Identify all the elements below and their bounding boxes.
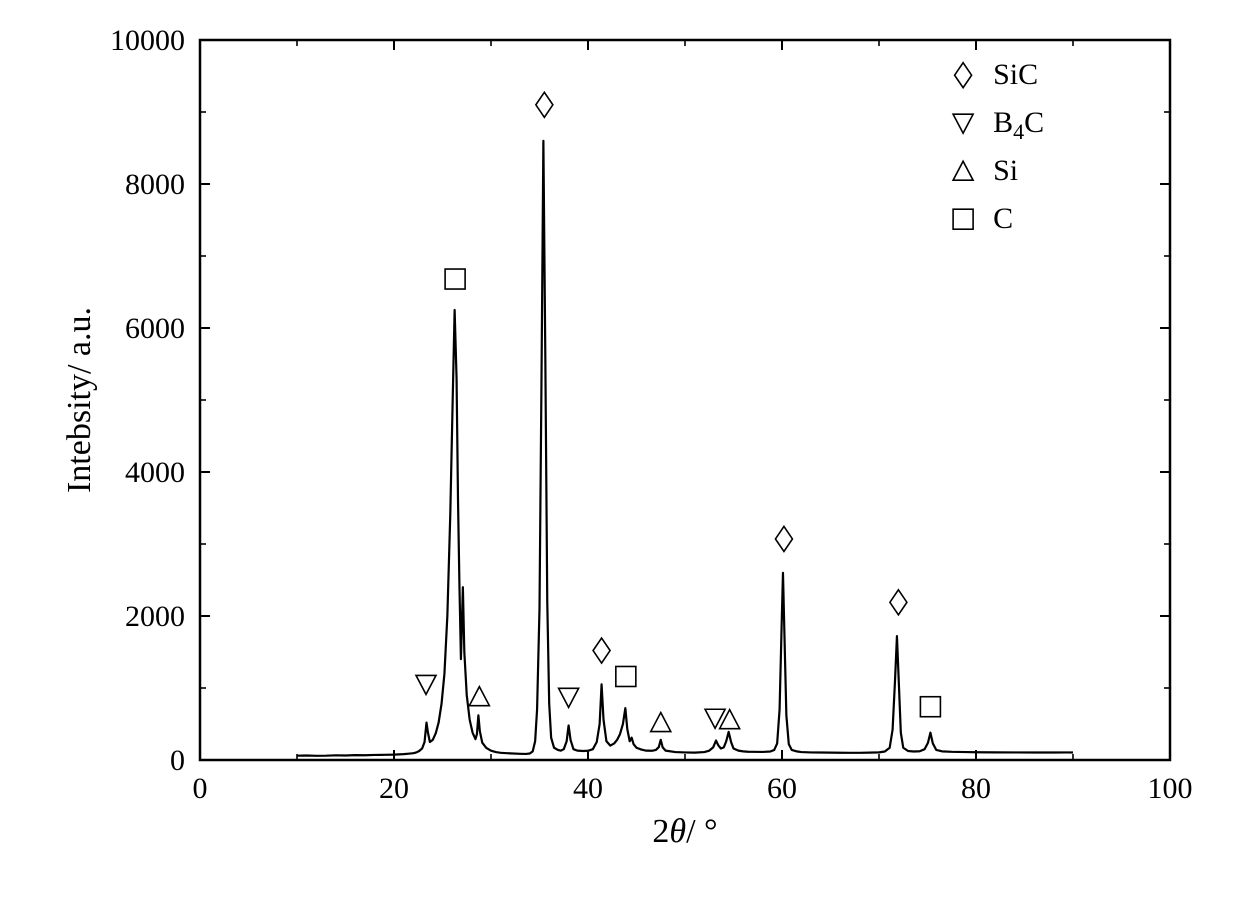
x-tick-label: 100: [1148, 772, 1193, 805]
y-tick-label: 4000: [125, 456, 185, 489]
chart-bg: [0, 0, 1240, 912]
x-tick-label: 80: [961, 772, 991, 805]
legend-label: C: [993, 202, 1013, 235]
x-axis-label: 2θ/ °: [652, 813, 717, 850]
x-tick-label: 20: [379, 772, 409, 805]
y-tick-label: 2000: [125, 600, 185, 633]
y-axis-label: Intebsity/ a.u.: [61, 307, 98, 493]
y-tick-label: 8000: [125, 168, 185, 201]
legend-label: Si: [993, 154, 1018, 187]
xrd-pattern-chart: 0 20 40 60 80 100 0 2000 4000 6000 8000 10000 2θ/ ° I…: [0, 0, 1240, 912]
x-tick-label: 60: [767, 772, 797, 805]
y-tick-label: 6000: [125, 312, 185, 345]
chart-svg: 0 20 40 60 80 100 0 2000 4000 6000 8000 10000 2θ/ ° I…: [0, 0, 1240, 912]
x-tick-label: 40: [573, 772, 603, 805]
y-tick-label: 0: [170, 744, 185, 777]
y-tick-label: 10000: [110, 24, 185, 57]
x-tick-label: 0: [193, 772, 208, 805]
legend-label: SiC: [993, 58, 1038, 91]
